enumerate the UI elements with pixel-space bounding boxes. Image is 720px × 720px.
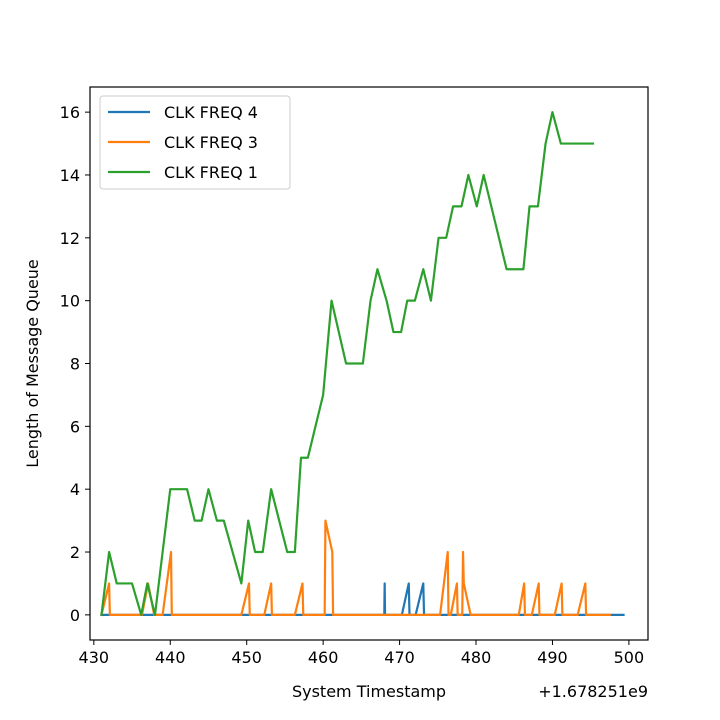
x-axis-offset-label: +1.678251e9: [538, 682, 648, 701]
y-tick-label: 10: [60, 292, 80, 311]
legend-box: [99, 95, 291, 190]
x-axis: 430 440 450 460 470 480 490 500: [79, 640, 645, 667]
y-tick-label: 8: [70, 355, 80, 374]
legend: CLK FREQ 4 CLK FREQ 3 CLK FREQ 1: [99, 95, 291, 190]
legend-label-clk-freq-3: CLK FREQ 3: [164, 133, 258, 152]
y-tick-label: 12: [60, 229, 80, 248]
x-tick-label: 460: [308, 648, 339, 667]
series-layer: [100, 111, 625, 617]
series-line-clk-freq-1: [100, 111, 595, 617]
y-tick-label: 2: [70, 543, 80, 562]
y-tick-label: 4: [70, 480, 80, 499]
legend-items: CLK FREQ 4 CLK FREQ 3 CLK FREQ 1: [108, 103, 258, 182]
series-line-clk-freq-4: [100, 582, 625, 616]
x-tick-label: 480: [461, 648, 492, 667]
legend-label-clk-freq-4: CLK FREQ 4: [164, 103, 258, 122]
x-axis-label: System Timestamp: [292, 682, 446, 701]
x-tick-label: 440: [155, 648, 186, 667]
y-axis: 0 2 4 6 8 10 12 14 16: [60, 103, 90, 625]
legend-label-clk-freq-1: CLK FREQ 1: [164, 163, 258, 182]
y-tick-label: 14: [60, 166, 80, 185]
x-tick-label: 490: [537, 648, 568, 667]
y-tick-label: 16: [60, 103, 80, 122]
x-tick-label: 470: [384, 648, 415, 667]
y-axis-label: Length of Message Queue: [23, 259, 42, 468]
x-tick-label: 450: [231, 648, 262, 667]
y-tick-label: 6: [70, 417, 80, 436]
series-line-clk-freq-3: [100, 519, 611, 617]
x-tick-label: 500: [614, 648, 645, 667]
y-tick-label: 0: [70, 606, 80, 625]
x-tick-label: 430: [79, 648, 110, 667]
